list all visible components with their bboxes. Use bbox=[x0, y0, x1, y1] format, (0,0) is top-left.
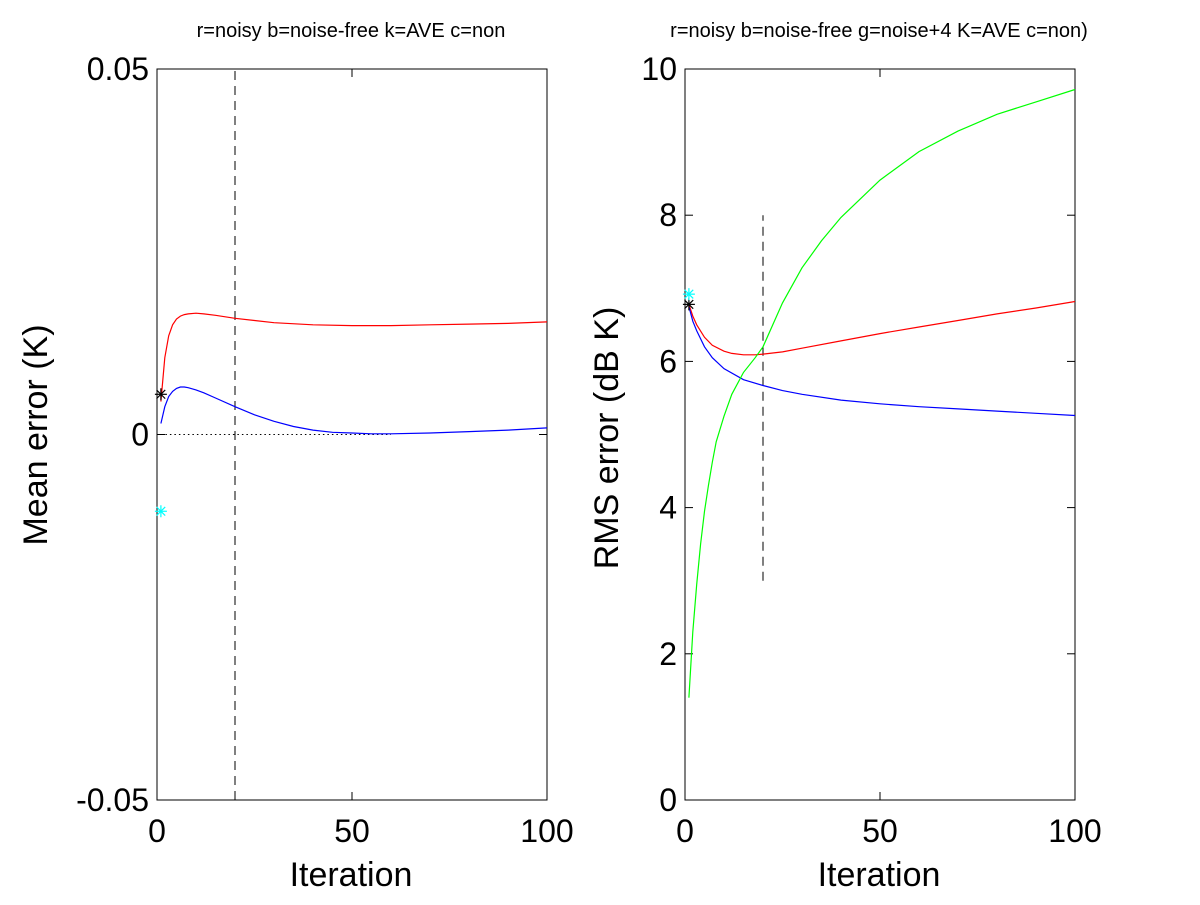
rms-error-ytick-label: 4 bbox=[659, 490, 677, 526]
mean-error-noise-free-line bbox=[160, 386, 548, 435]
rms-error-xtick-label: 0 bbox=[676, 813, 694, 849]
mean-error-subplot: r=noisy b=noise-free k=AVE c=non 0 50 100 -… bbox=[17, 20, 574, 894]
rms-error-subplot: r=noisy b=noise-free g=noise+4 K=AVE c=n… bbox=[588, 20, 1102, 894]
mean-error-xtick-label: 100 bbox=[520, 813, 573, 849]
mean-error-ytick-label: -0.05 bbox=[76, 782, 149, 818]
rms-error-axes-box bbox=[684, 68, 1076, 801]
mean-error-xtick-label: 50 bbox=[334, 813, 370, 849]
rms-error-title: r=noisy b=noise-free g=noise+4 K=AVE c=n… bbox=[670, 20, 1088, 42]
mean-error-ytick-label: 0 bbox=[131, 417, 149, 453]
rms-error-xtick-label: 100 bbox=[1048, 813, 1101, 849]
mean-error-ave-star-marker bbox=[154, 388, 167, 401]
mean-error-ylabel: Mean error (K) bbox=[17, 324, 55, 545]
mean-error-axes-box bbox=[156, 68, 548, 801]
rms-error-noise-free-line bbox=[688, 306, 1076, 417]
mean-error-ytick-label: 0.05 bbox=[87, 51, 149, 87]
rms-error-ave-star-marker bbox=[682, 298, 695, 311]
rms-error-ylabel: RMS error (dB K) bbox=[588, 307, 626, 570]
mean-error-noisy-line bbox=[160, 312, 548, 402]
rms-error-xtick-label: 50 bbox=[862, 813, 898, 849]
mean-error-series bbox=[154, 312, 548, 518]
rms-error-ticks: 0 50 100 0 2 4 6 8 10 bbox=[641, 51, 1101, 849]
mean-error-non-star-marker bbox=[154, 505, 167, 518]
mean-error-title: r=noisy b=noise-free k=AVE c=non bbox=[197, 20, 506, 42]
rms-error-ytick-label: 10 bbox=[641, 51, 677, 87]
rms-error-ytick-label: 8 bbox=[659, 197, 677, 233]
rms-error-ytick-label: 2 bbox=[659, 636, 677, 672]
rms-error-noisy-line bbox=[688, 300, 1076, 356]
rms-error-non-star-marker bbox=[682, 288, 695, 301]
rms-error-ytick-label: 0 bbox=[659, 782, 677, 818]
rms-error-ytick-label: 6 bbox=[659, 343, 677, 379]
mean-error-xlabel: Iteration bbox=[290, 856, 413, 894]
mean-error-reference-lines bbox=[160, 69, 391, 800]
rms-error-series bbox=[682, 88, 1076, 698]
rms-error-xlabel: Iteration bbox=[818, 856, 941, 894]
mean-error-xtick-label: 0 bbox=[148, 813, 166, 849]
rms-error-noise-4-line bbox=[688, 88, 1076, 698]
